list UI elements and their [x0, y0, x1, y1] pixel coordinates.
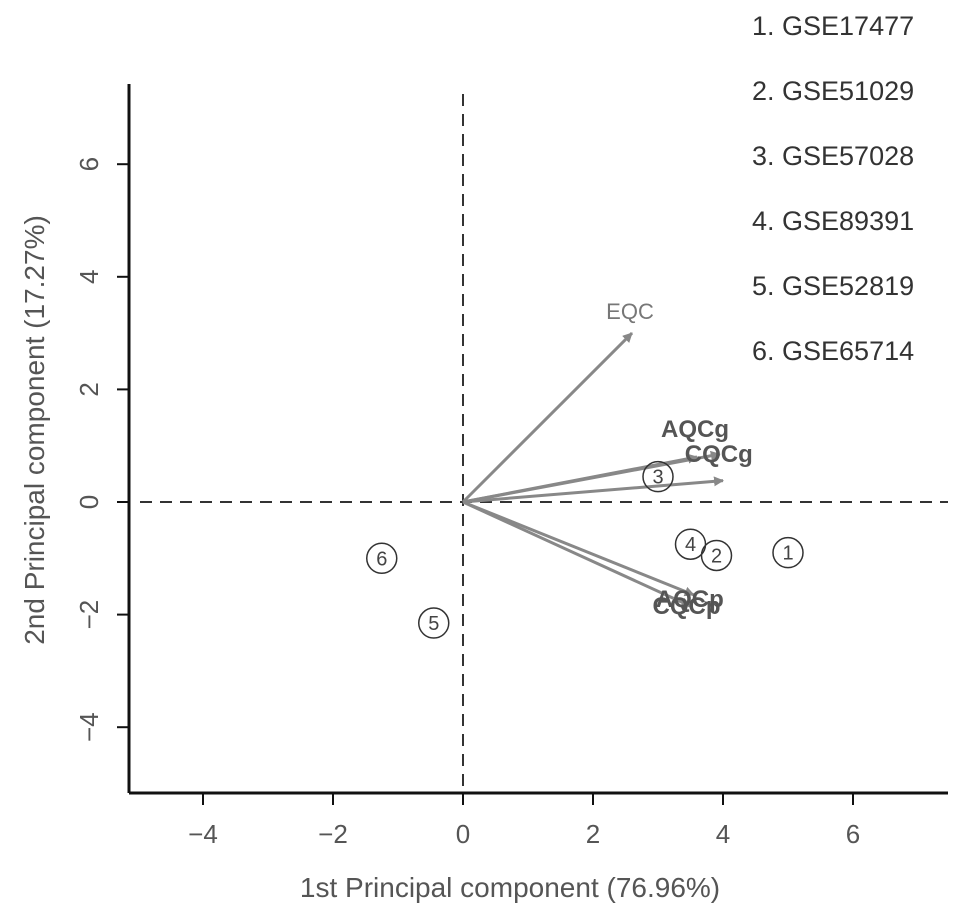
- vector-label: AQCp: [656, 586, 724, 613]
- x-tick-label: 6: [846, 819, 860, 849]
- loading-arrow: [461, 332, 634, 504]
- loading-arrow: [462, 476, 724, 504]
- vector-label: EQC: [606, 299, 654, 324]
- x-tick-label: 0: [456, 819, 470, 849]
- loading-arrow: [462, 450, 721, 504]
- legend-entry: 3. GSE57028: [752, 141, 914, 171]
- loading-arrow: [462, 500, 695, 597]
- loading-arrow: [462, 500, 692, 608]
- x-tick-label: 4: [716, 819, 730, 849]
- legend-entry: 1. GSE17477: [752, 11, 914, 41]
- legend-entry: 4. GSE89391: [752, 206, 914, 236]
- point-label: 6: [376, 548, 387, 570]
- x-tick-label: −2: [318, 819, 348, 849]
- vector-label: CQCg: [685, 441, 753, 468]
- point-label: 4: [685, 534, 696, 556]
- point-label: 5: [428, 613, 439, 635]
- vector-label: AQCg: [661, 416, 729, 443]
- y-tick-label: −4: [74, 712, 104, 742]
- point-label: 2: [711, 545, 722, 567]
- point-label: 3: [652, 467, 663, 489]
- x-tick-label: 2: [586, 819, 600, 849]
- point-marker: [418, 607, 450, 639]
- y-tick-label: 2: [74, 382, 104, 396]
- y-tick-label: 4: [74, 270, 104, 284]
- y-tick-label: 0: [74, 495, 104, 509]
- legend-entry: 6. GSE65714: [752, 336, 914, 366]
- x-axis-title: 1st Principal component (76.96%): [300, 872, 720, 903]
- x-ticks: −4 −2 0 2 4 6: [188, 793, 860, 849]
- point-marker: [642, 460, 674, 493]
- y-tick-label: −2: [74, 600, 104, 630]
- point-marker: [674, 528, 707, 560]
- point-marker: [772, 536, 804, 569]
- point-marker: [366, 542, 398, 575]
- y-tick-label: 6: [74, 157, 104, 171]
- y-ticks: −4 −2 0 2 4 6: [74, 157, 129, 742]
- point-label: 1: [782, 543, 793, 565]
- y-axis-title: 2nd Principal component (17.27%): [19, 215, 50, 645]
- reference-lines: [140, 94, 948, 793]
- legend-entry: 2. GSE51029: [752, 76, 914, 106]
- sample-points: 1 2 3 4 5 6: [366, 460, 804, 639]
- vector-label: CQCp: [653, 593, 721, 620]
- legend-entry: 5. GSE52819: [752, 271, 914, 301]
- x-tick-label: −4: [188, 819, 218, 849]
- legend: 1. GSE17477 2. GSE51029 3. GSE57028 4. GSE8…: [752, 11, 914, 366]
